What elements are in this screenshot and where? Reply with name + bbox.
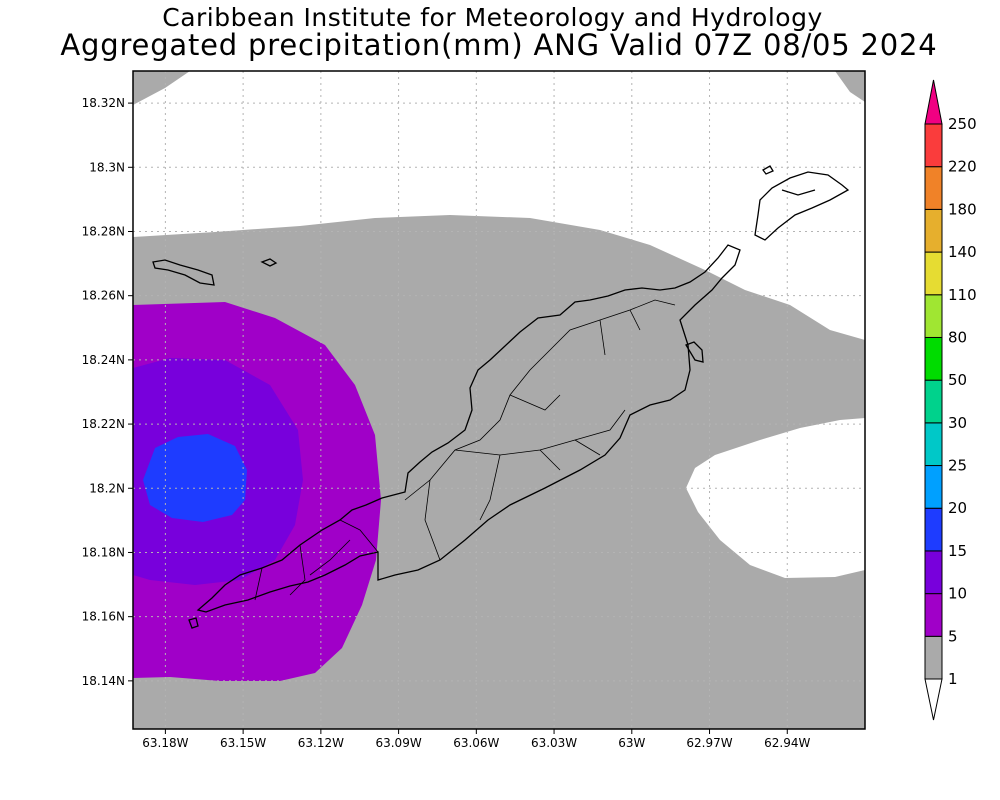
colorbar-segment xyxy=(924,251,943,296)
colorbar-label: 220 xyxy=(948,158,977,176)
coastline-scrub-island xyxy=(754,171,850,241)
coastline-main-island xyxy=(196,244,741,613)
latitude-labels: 18.32N 18.3N 18.28N 18.26N 18.24N 18.22N 18.2N… xyxy=(82,96,133,688)
colorbar-segment xyxy=(924,123,943,168)
colorbar-label: 20 xyxy=(948,499,967,517)
colorbar-segment xyxy=(924,507,943,552)
no-rain-area-north xyxy=(133,71,865,340)
coastline-anguilla xyxy=(152,165,850,629)
coastline-islet-w xyxy=(188,617,199,629)
colorbar-label: 5 xyxy=(948,627,958,645)
map-plot-area xyxy=(133,71,865,729)
lon-tick-label: 63.18W xyxy=(142,736,188,750)
colorbar-segment xyxy=(924,208,943,253)
colorbar-segment xyxy=(924,593,943,637)
lat-tick-label: 18.18N xyxy=(82,545,125,559)
lat-tick-label: 18.14N xyxy=(82,674,125,688)
colorbar-segment xyxy=(924,422,943,467)
lat-tick-label: 18.16N xyxy=(82,610,125,624)
colorbar-segment xyxy=(924,294,943,338)
lon-tick-label: 62.97W xyxy=(686,736,732,750)
map-frame xyxy=(132,70,866,730)
lat-tick-label: 18.22N xyxy=(82,417,125,431)
lat-tick-label: 18.26N xyxy=(82,289,125,303)
colorbar-segment xyxy=(924,336,943,381)
colorbar-label: 1 xyxy=(948,670,958,688)
map-gridlines xyxy=(133,71,865,729)
colorbar-label: 15 xyxy=(948,542,967,560)
lat-tick-label: 18.2N xyxy=(89,481,125,495)
lon-tick-label: 63.06W xyxy=(453,736,499,750)
longitude-labels: 63.18W 63.15W 63.12W 63.09W 63.06W 63.03W 63W 6… xyxy=(142,729,811,750)
colorbar-label: 30 xyxy=(948,414,967,432)
lon-tick-label: 63.15W xyxy=(220,736,266,750)
colorbar-lower-tip xyxy=(924,678,943,721)
lon-tick-label: 63.12W xyxy=(298,736,344,750)
lon-tick-label: 63.03W xyxy=(531,736,577,750)
colorbar-segment xyxy=(924,550,943,595)
coastline-dog-island xyxy=(152,259,215,286)
map-title: Caribbean Institute for Meteorology and … xyxy=(162,3,823,32)
colorbar-upper-tip xyxy=(924,79,943,125)
lat-tick-label: 18.24N xyxy=(82,353,125,367)
map-subtitle: Aggregated precipitation(mm) ANG Valid 0… xyxy=(60,28,938,62)
coastline-islet-ne xyxy=(762,165,774,175)
colorbar-segment xyxy=(924,465,943,509)
lon-tick-label: 62.94W xyxy=(764,736,810,750)
colorbar-segment xyxy=(924,166,943,210)
colorbar-label: 250 xyxy=(948,115,977,133)
no-rain-area-east xyxy=(686,418,865,578)
lat-tick-label: 18.32N xyxy=(82,96,125,110)
colorbar-label: 80 xyxy=(948,328,967,346)
coastline-islet-e xyxy=(685,341,704,363)
colorbar-label: 10 xyxy=(948,585,967,603)
colorbar-label: 110 xyxy=(948,286,977,304)
precip-band-15-20 xyxy=(143,434,247,522)
colorbar-label: 25 xyxy=(948,457,967,475)
lat-tick-label: 18.28N xyxy=(82,224,125,238)
colorbar-label: 50 xyxy=(948,371,967,389)
lon-tick-label: 63.09W xyxy=(375,736,421,750)
colorbar-label: 180 xyxy=(948,200,977,218)
lat-tick-label: 18.3N xyxy=(89,160,125,174)
colorbar-label: 140 xyxy=(948,243,977,261)
colorbar-segment xyxy=(924,635,943,680)
coastline-main-island-inner xyxy=(254,299,676,601)
lon-tick-label: 63W xyxy=(618,736,645,750)
colorbar-segment xyxy=(924,379,943,424)
coastline-prickly-pear-cays xyxy=(260,258,278,267)
